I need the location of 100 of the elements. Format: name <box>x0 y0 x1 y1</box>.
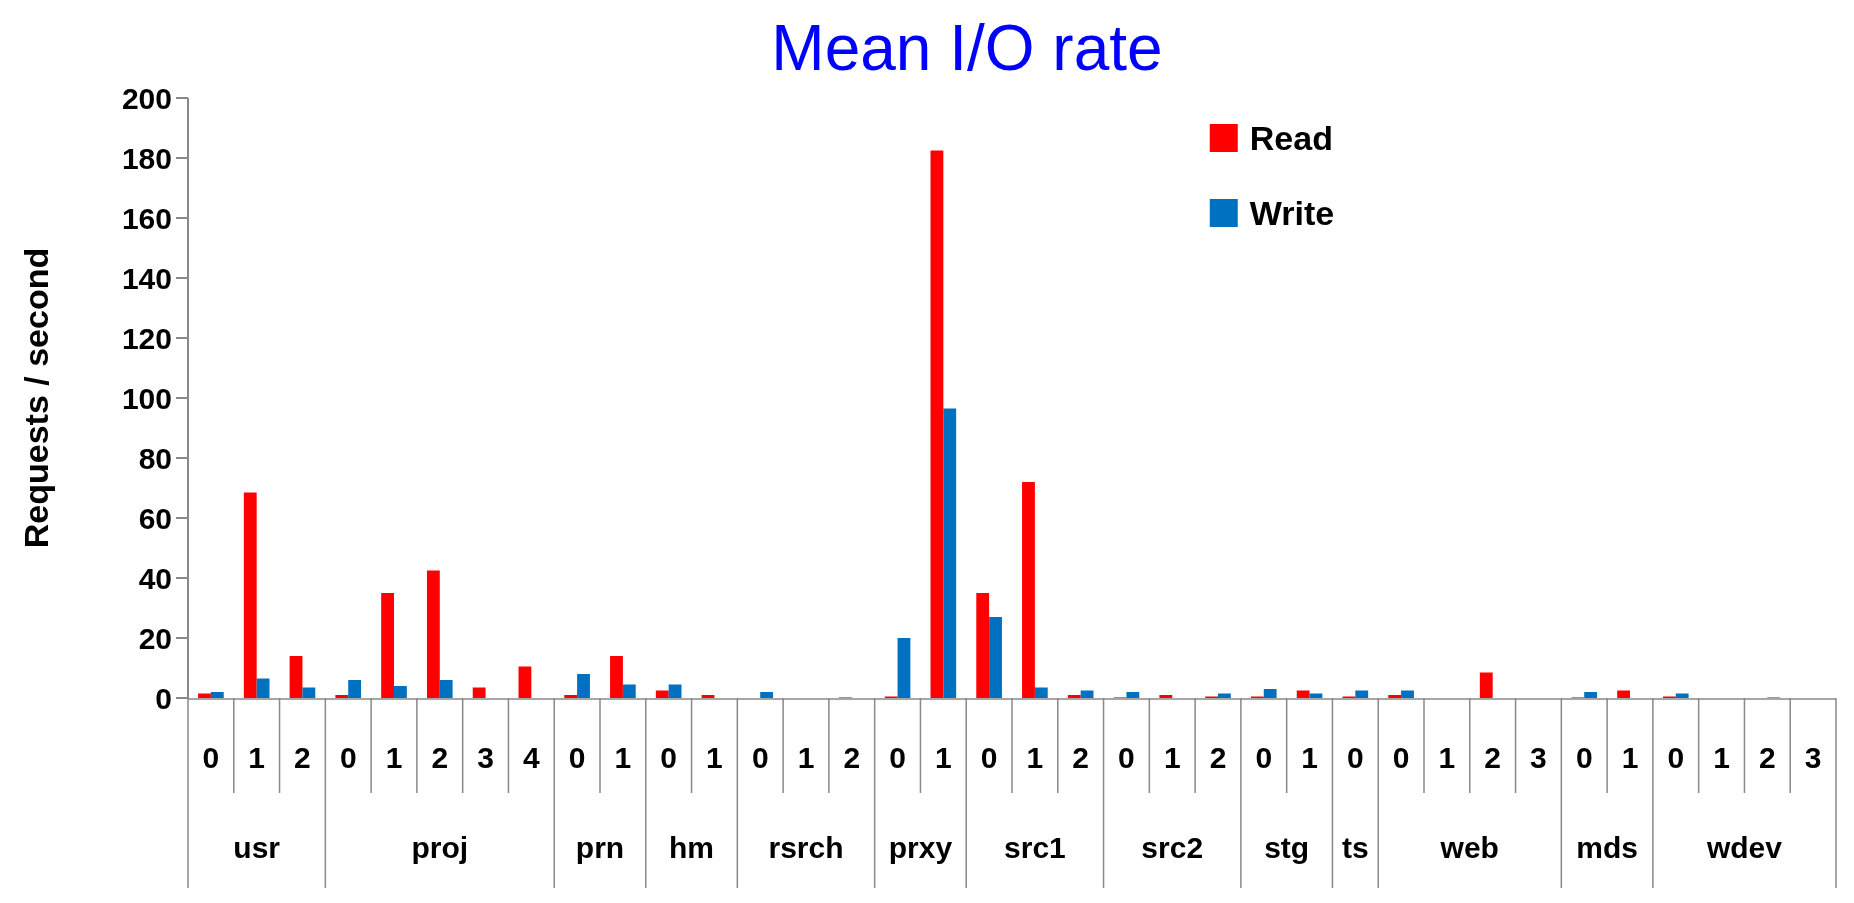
bar <box>943 408 957 698</box>
y-tick-label: 40 <box>138 561 172 595</box>
bar <box>518 666 532 698</box>
bar <box>1126 692 1140 698</box>
text: wdev <box>1705 831 1783 864</box>
x-tick-label: 1 <box>248 741 266 774</box>
legend-label: Read <box>1249 118 1333 157</box>
x-tick-label: 0 <box>1118 741 1135 774</box>
bar <box>1296 690 1310 698</box>
x-tick-label: 0 <box>1667 741 1685 774</box>
x-tick-label: 3 <box>1530 741 1547 774</box>
text: src1 <box>1004 831 1066 864</box>
x-tick-label: 0 <box>889 741 906 774</box>
x-tick-label: 0 <box>980 741 998 774</box>
x-tick-label: 1 <box>1713 741 1730 774</box>
text: prxy <box>888 831 953 864</box>
x-tick-label: 0 <box>660 741 678 774</box>
bar <box>1355 690 1369 698</box>
x-tick-label: 1 <box>1163 741 1181 774</box>
y-tick-label: 180 <box>121 141 172 175</box>
bar <box>335 695 349 698</box>
x-tick-label: 1 <box>797 741 815 774</box>
bar <box>622 684 636 698</box>
x-tick-label: 1 <box>614 741 632 774</box>
chart-title: Mean I/O rate <box>771 12 1163 84</box>
x-tick-label: 2 <box>1072 741 1090 774</box>
x-tick-label: 0 <box>1255 741 1273 774</box>
bar <box>243 492 257 698</box>
bar <box>976 593 990 698</box>
x-tick-label: 1 <box>1026 741 1044 774</box>
bar <box>210 692 224 698</box>
x-tick-label: 3 <box>477 741 494 774</box>
bar <box>439 680 453 698</box>
bar <box>1401 690 1414 698</box>
bar <box>897 638 911 698</box>
bar <box>394 686 407 698</box>
y-axis-title: Requests / second <box>17 247 55 549</box>
text: src2 <box>1141 831 1204 864</box>
y-tick-label: 80 <box>138 441 172 475</box>
bar <box>1022 482 1035 698</box>
bar <box>655 690 669 698</box>
x-tick-label: 0 <box>339 741 357 774</box>
y-tick-label: 120 <box>121 321 172 355</box>
bar <box>1034 687 1048 698</box>
text: hm <box>669 831 715 864</box>
text: prn <box>575 831 625 864</box>
bar <box>289 656 303 698</box>
bar <box>426 570 440 698</box>
x-tick-label: 1 <box>1301 741 1318 774</box>
x-tick-label: 2 <box>294 741 311 774</box>
bar <box>668 684 682 698</box>
y-tick-label: 0 <box>155 681 172 715</box>
x-tick-label: 2 <box>431 741 449 774</box>
bar <box>472 687 486 698</box>
bar <box>989 617 1002 698</box>
x-tick-label: 2 <box>1758 741 1776 774</box>
x-tick-label: 1 <box>1621 741 1639 774</box>
x-tick-label: 2 <box>843 741 861 774</box>
x-tick-label: 0 <box>751 741 769 774</box>
x-tick-label: 0 <box>1575 741 1593 774</box>
y-tick-label: 20 <box>138 621 172 655</box>
text: usr <box>233 831 281 864</box>
bar <box>381 593 394 698</box>
bar <box>564 695 578 698</box>
x-tick-label: 2 <box>1209 741 1227 774</box>
bar <box>760 692 774 698</box>
bar <box>930 150 944 698</box>
bar <box>701 695 715 698</box>
x-tick-label: 1 <box>385 741 403 774</box>
bar <box>1388 695 1402 698</box>
x-tick-label: 3 <box>1804 741 1822 774</box>
x-tick-label: 0 <box>202 741 220 774</box>
y-tick-label: 100 <box>121 381 172 415</box>
bar <box>1067 695 1081 698</box>
x-tick-label: 2 <box>1484 741 1502 774</box>
bar <box>1584 692 1598 698</box>
x-tick-label: 0 <box>568 741 586 774</box>
bar <box>348 680 362 698</box>
bar <box>1159 695 1173 698</box>
x-tick-label: 1 <box>1438 741 1456 774</box>
bar <box>577 674 590 698</box>
y-tick-label: 60 <box>138 501 172 535</box>
text: proj <box>411 831 469 864</box>
x-tick-label: 0 <box>1392 741 1410 774</box>
text: mds <box>1576 831 1638 864</box>
bar <box>1263 689 1277 698</box>
x-tick-label: 1 <box>934 741 952 774</box>
bar <box>610 656 623 698</box>
bar <box>256 678 270 698</box>
x-tick-label: 0 <box>1346 741 1364 774</box>
bar <box>302 687 316 698</box>
y-tick-label: 200 <box>121 81 172 115</box>
bar <box>1617 690 1630 698</box>
bar <box>1675 693 1689 698</box>
text: ts <box>1341 831 1369 864</box>
text: web <box>1439 831 1499 864</box>
bar <box>1218 693 1231 698</box>
text: rsrch <box>768 831 844 864</box>
legend-label: Write <box>1249 193 1335 232</box>
bar <box>1479 672 1493 698</box>
